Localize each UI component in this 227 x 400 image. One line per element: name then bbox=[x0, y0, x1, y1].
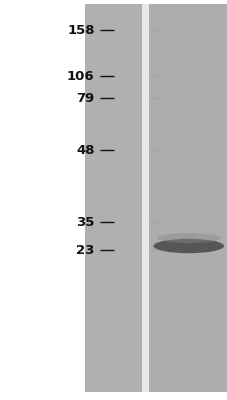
Ellipse shape bbox=[156, 233, 220, 243]
Bar bbox=[142, 4, 149, 392]
Text: 106: 106 bbox=[67, 70, 94, 82]
Text: 48: 48 bbox=[76, 144, 94, 156]
Ellipse shape bbox=[153, 239, 223, 253]
Text: 79: 79 bbox=[76, 92, 94, 104]
Bar bbox=[85, 4, 142, 392]
Text: 35: 35 bbox=[76, 216, 94, 228]
Text: 23: 23 bbox=[76, 244, 94, 256]
Text: 158: 158 bbox=[67, 24, 94, 36]
Bar bbox=[149, 4, 227, 392]
